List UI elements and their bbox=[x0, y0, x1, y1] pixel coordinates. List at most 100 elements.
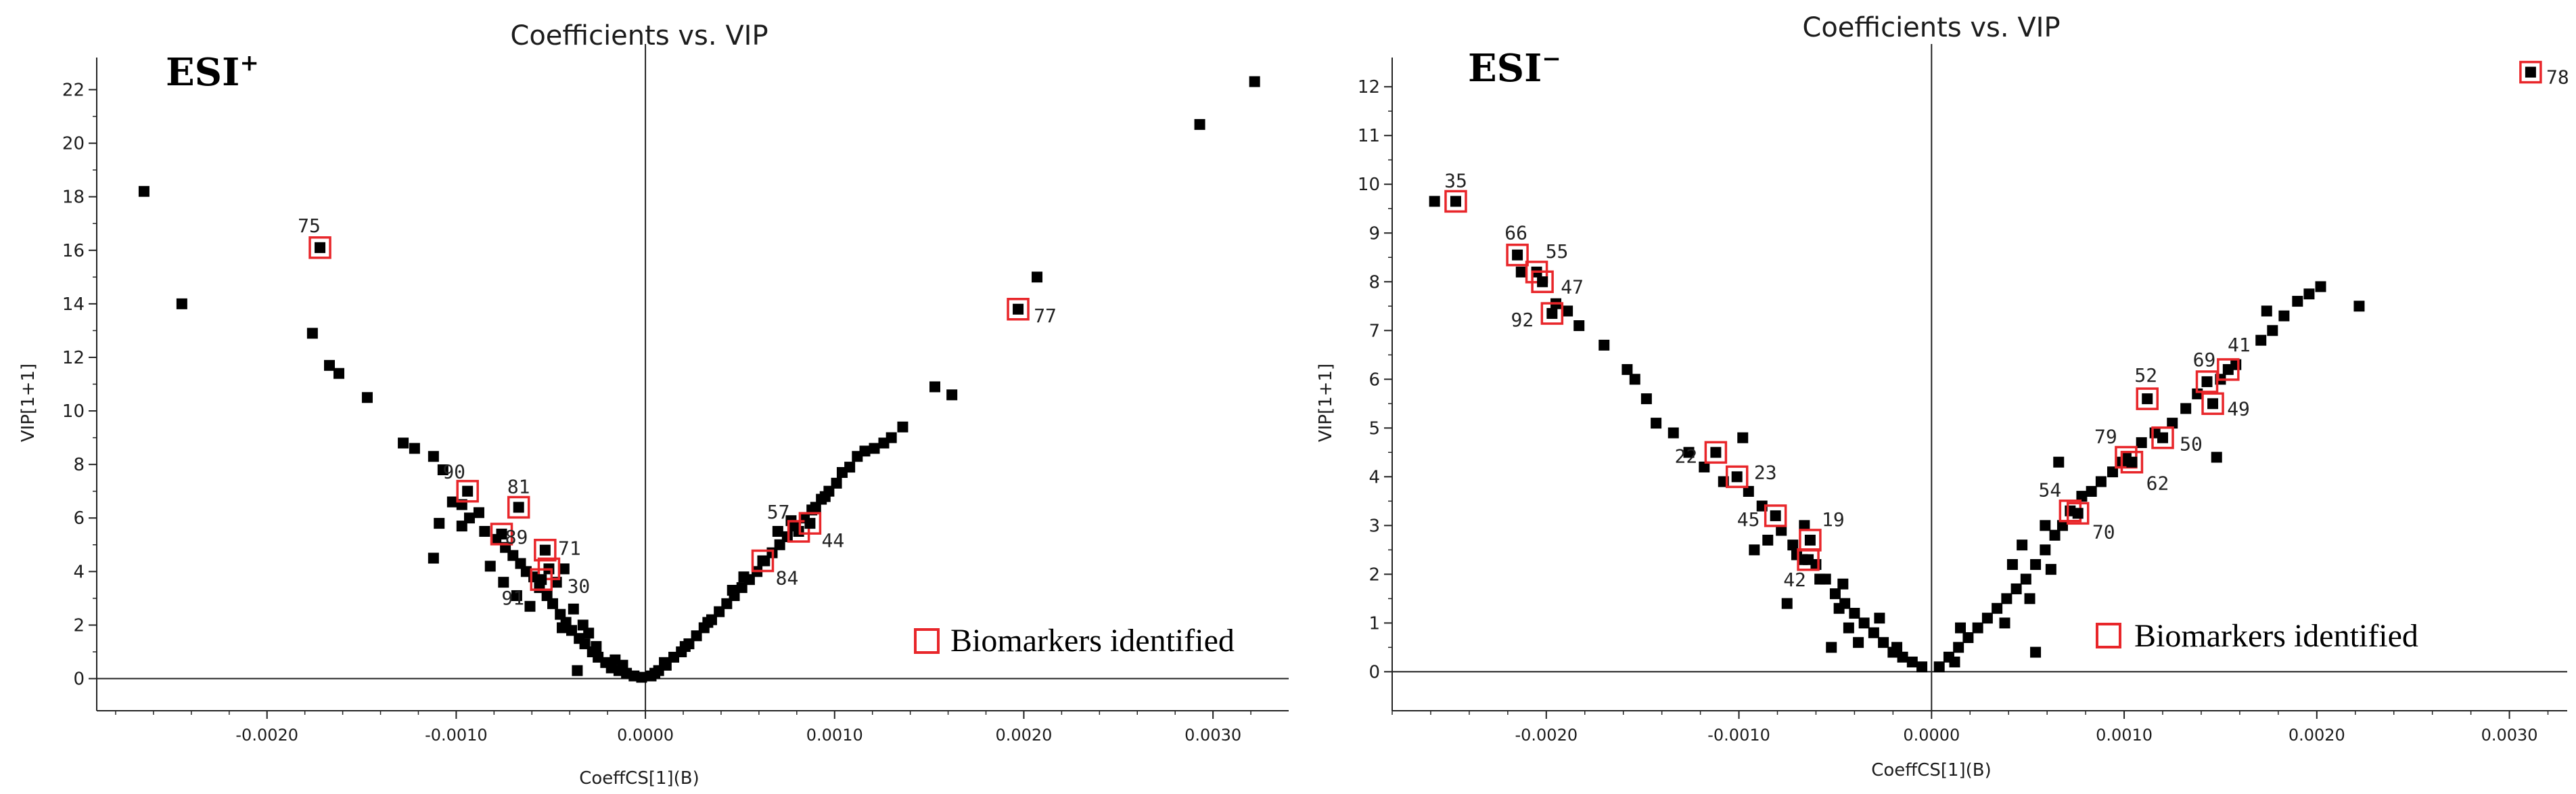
data-point bbox=[138, 185, 150, 197]
data-point bbox=[473, 507, 484, 519]
biomarker-annotations: 35 66 55 47 92 22 23 45 19 42 78 52 69 41 49 50 79 62 54 70 bbox=[1444, 60, 2569, 591]
y-tick-label: 2 bbox=[1368, 565, 1380, 585]
y-tick-label: 12 bbox=[1358, 77, 1380, 97]
data-point bbox=[511, 590, 522, 601]
biomarker-box bbox=[530, 568, 553, 591]
biomarker-point bbox=[2142, 393, 2153, 405]
data-point bbox=[1683, 447, 1695, 458]
data-point bbox=[1762, 534, 1774, 546]
data-point bbox=[428, 552, 439, 564]
biomarker-label: 92 bbox=[1511, 309, 1534, 331]
data-point bbox=[361, 392, 373, 403]
data-point bbox=[557, 622, 568, 634]
biomarker-label: 69 bbox=[2193, 349, 2216, 371]
biomarker-box bbox=[1531, 270, 1554, 294]
data-point bbox=[1897, 651, 1908, 663]
data-point bbox=[479, 526, 490, 537]
y-tick-label: 8 bbox=[1368, 272, 1380, 292]
esi-positive-panel: Coefficients vs. VIP ESI+ VIP[1+1] Coeff… bbox=[18, 20, 1289, 789]
data-point bbox=[2017, 539, 2028, 551]
data-point bbox=[2180, 403, 2192, 414]
biomarker-box bbox=[1704, 441, 1728, 464]
data-point bbox=[1891, 642, 1903, 653]
data-point bbox=[324, 359, 336, 371]
y-axis-label: VIP[1+1] bbox=[18, 363, 39, 442]
data-point bbox=[498, 577, 509, 588]
x-tick-label: 0.0020 bbox=[995, 726, 1052, 745]
biomarker-box bbox=[507, 495, 530, 519]
data-point bbox=[1573, 320, 1585, 332]
x-tick-label: -0.0010 bbox=[1707, 726, 1770, 745]
data-point bbox=[1962, 632, 1974, 643]
y-tick-label: 12 bbox=[62, 348, 85, 368]
data-point bbox=[636, 671, 647, 683]
data-point bbox=[2049, 529, 2061, 541]
y-tick-label: 6 bbox=[73, 508, 85, 529]
y-tick-label: 7 bbox=[1368, 321, 1380, 341]
biomarker-point bbox=[536, 574, 547, 586]
data-point bbox=[1249, 76, 1260, 87]
biomarker-box bbox=[456, 479, 479, 503]
biomarker-point bbox=[2201, 376, 2213, 387]
legend-label: Biomarkers identified bbox=[950, 623, 1235, 659]
x-tick-label: -0.0010 bbox=[425, 726, 488, 745]
x-tick-label: 0.0020 bbox=[2288, 726, 2345, 745]
chart-title: Coefficients vs. VIP bbox=[510, 20, 768, 51]
y-tick-label: 3 bbox=[1368, 516, 1380, 536]
data-point bbox=[428, 451, 439, 462]
data-point bbox=[772, 526, 783, 537]
data-point bbox=[572, 665, 583, 676]
biomarker-point bbox=[513, 502, 524, 513]
biomarker-point bbox=[2126, 456, 2138, 468]
data-point bbox=[1562, 305, 1573, 317]
x-tick-label: -0.0020 bbox=[1515, 726, 1578, 745]
data-point bbox=[2030, 646, 2042, 658]
data-point bbox=[1949, 656, 1960, 667]
data-point bbox=[2261, 305, 2272, 317]
data-point bbox=[702, 617, 714, 628]
data-point bbox=[1858, 617, 1870, 629]
biomarker-point bbox=[1537, 276, 1548, 288]
data-point bbox=[409, 443, 420, 454]
biomarker-label: 55 bbox=[1546, 240, 1569, 263]
biomarker-box bbox=[751, 549, 775, 573]
data-point bbox=[484, 560, 496, 572]
biomarker-box bbox=[2066, 502, 2090, 525]
data-point bbox=[1598, 339, 1610, 351]
data-point bbox=[1668, 427, 1679, 439]
data-point bbox=[1743, 485, 1754, 497]
data-point bbox=[2020, 573, 2031, 585]
data-point bbox=[1916, 661, 1928, 673]
x-tick-label: 0.0030 bbox=[1184, 726, 1241, 745]
data-point bbox=[2292, 296, 2303, 307]
biomarker-label: 75 bbox=[298, 215, 321, 237]
data-point bbox=[568, 603, 579, 615]
data-point bbox=[2315, 281, 2326, 292]
x-tick-label: -0.0020 bbox=[235, 726, 298, 745]
data-point bbox=[831, 477, 842, 489]
data-point bbox=[2056, 520, 2068, 531]
ion-mode-label: ESI− bbox=[1468, 45, 1561, 91]
data-point bbox=[1972, 622, 1983, 634]
data-point bbox=[524, 600, 536, 612]
data-point bbox=[2040, 520, 2051, 531]
biomarker-box bbox=[1007, 298, 1030, 321]
biomarker-label: 71 bbox=[558, 537, 581, 560]
biomarker-label: 84 bbox=[776, 567, 799, 590]
data-point bbox=[2076, 491, 2088, 502]
data-point bbox=[1953, 642, 1964, 653]
data-point bbox=[2045, 564, 2056, 575]
data-point bbox=[1629, 374, 1640, 385]
data-point bbox=[1737, 432, 1749, 443]
biomarker-box bbox=[2136, 387, 2159, 410]
x-tick-label: 0.0000 bbox=[617, 726, 674, 745]
biomarker-point bbox=[1450, 196, 1461, 207]
biomarker-label: 62 bbox=[2146, 472, 2169, 495]
data-point bbox=[2086, 485, 2097, 497]
data-point bbox=[398, 437, 409, 449]
biomarker-label: 19 bbox=[1822, 508, 1845, 531]
data-point bbox=[2267, 325, 2278, 336]
legend-marker-icon bbox=[914, 628, 940, 654]
data-point bbox=[1874, 613, 1885, 624]
biomarker-label: 47 bbox=[1561, 275, 1584, 298]
